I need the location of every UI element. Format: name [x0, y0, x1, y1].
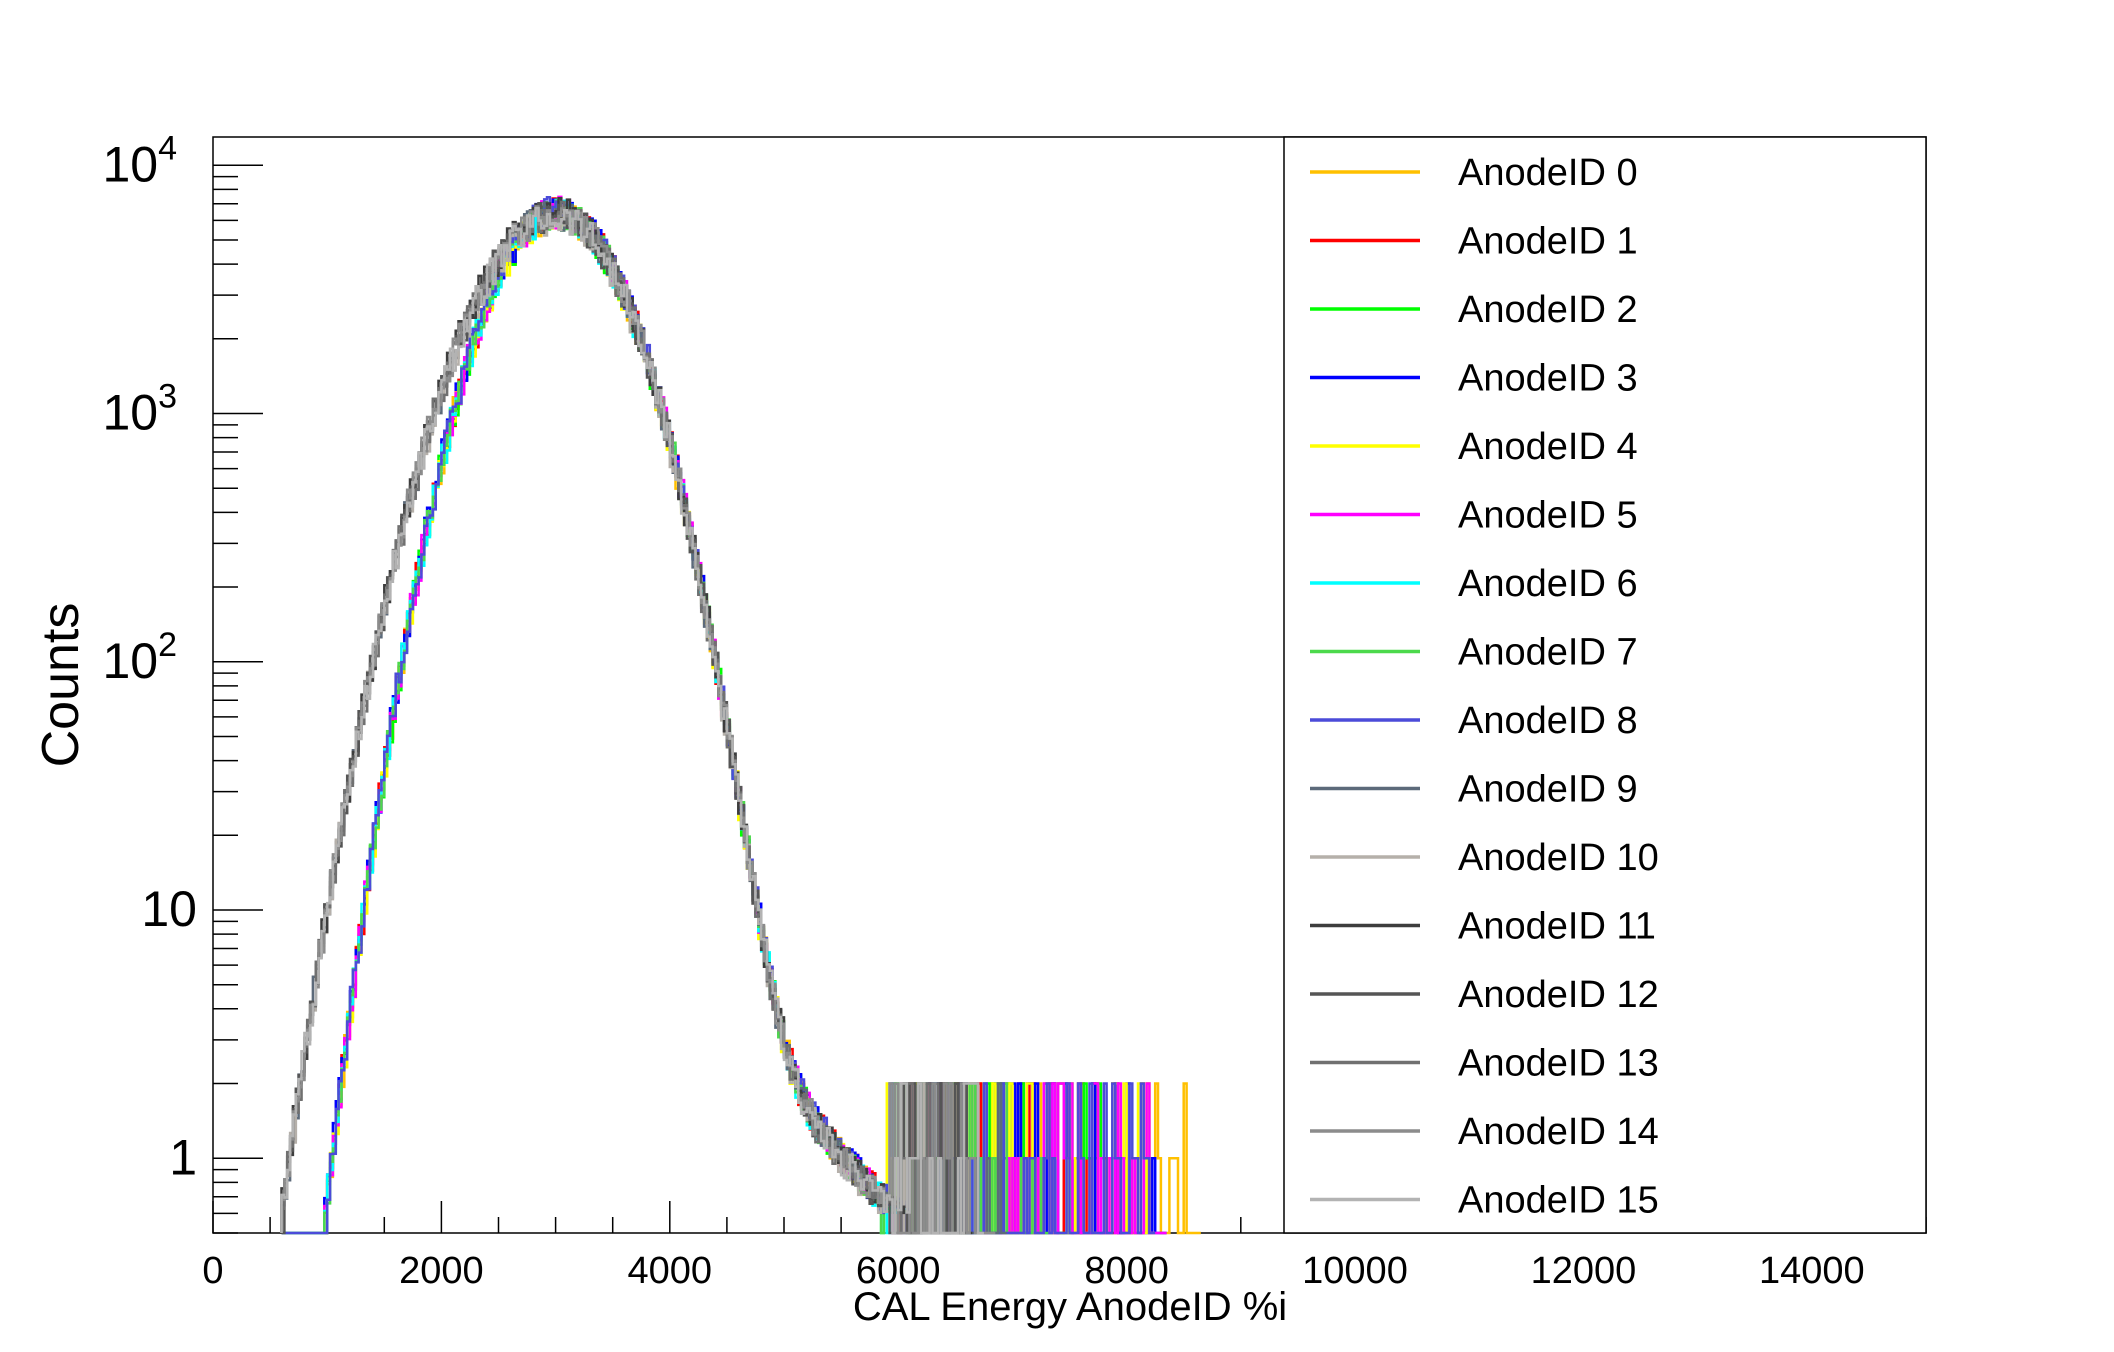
x-tick-label: 10000 [1302, 1250, 1408, 1292]
legend: AnodeID 0 AnodeID 1 AnodeID 2 AnodeID 3 Anod… [1283, 136, 1927, 1234]
legend-label: AnodeID 3 [1458, 358, 1638, 400]
legend-label: AnodeID 12 [1458, 974, 1659, 1016]
x-tick-label: 0 [202, 1250, 223, 1292]
series-layer [280, 195, 1201, 1235]
series-line [281, 202, 984, 1235]
legend-label: AnodeID 0 [1458, 152, 1638, 194]
y-tick-label: 104 [102, 129, 177, 192]
legend-label: AnodeID 11 [1458, 906, 1656, 948]
series-line [281, 199, 1053, 1235]
series-line [280, 205, 996, 1235]
y-tick-label: 1 [169, 1129, 197, 1185]
series-line [280, 207, 984, 1235]
legend-label: AnodeID 4 [1458, 426, 1638, 468]
series-line [280, 205, 950, 1235]
series-line [281, 204, 1156, 1235]
legend-label: AnodeID 13 [1458, 1043, 1659, 1085]
y-axis: 1 10 102 103 104 [102, 129, 263, 1234]
legend-label: AnodeID 14 [1458, 1111, 1659, 1153]
legend-label: AnodeID 15 [1458, 1180, 1659, 1222]
series-line [280, 200, 961, 1235]
legend-label: AnodeID 5 [1458, 495, 1638, 537]
series-line [281, 200, 1110, 1235]
legend-label: AnodeID 6 [1458, 563, 1638, 605]
series-line [281, 197, 1201, 1235]
x-axis-title: CAL Energy AnodeID %i [853, 1285, 1287, 1329]
x-tick-label: 6000 [856, 1250, 941, 1292]
x-tick-label: 8000 [1084, 1250, 1169, 1292]
legend-label: AnodeID 8 [1458, 700, 1638, 742]
series-line [281, 197, 1144, 1235]
y-tick-label: 103 [102, 378, 177, 441]
series-line [281, 198, 996, 1235]
legend-label: AnodeID 2 [1458, 289, 1638, 331]
legend-label: AnodeID 9 [1458, 769, 1638, 811]
legend-label: AnodeID 1 [1458, 221, 1638, 263]
x-tick-label: 2000 [399, 1250, 484, 1292]
series-line [280, 197, 973, 1235]
x-tick-label: 4000 [628, 1250, 713, 1292]
y-tick-label: 10 [141, 881, 197, 937]
x-tick-label: 12000 [1531, 1250, 1637, 1292]
y-axis-title: Counts [32, 603, 90, 768]
legend-box [1283, 136, 1927, 1234]
series-line [281, 195, 1156, 1235]
legend-label: AnodeID 7 [1458, 632, 1638, 674]
legend-label: AnodeID 10 [1458, 837, 1659, 879]
y-tick-label: 102 [102, 626, 177, 689]
x-tick-label: 14000 [1759, 1250, 1865, 1292]
